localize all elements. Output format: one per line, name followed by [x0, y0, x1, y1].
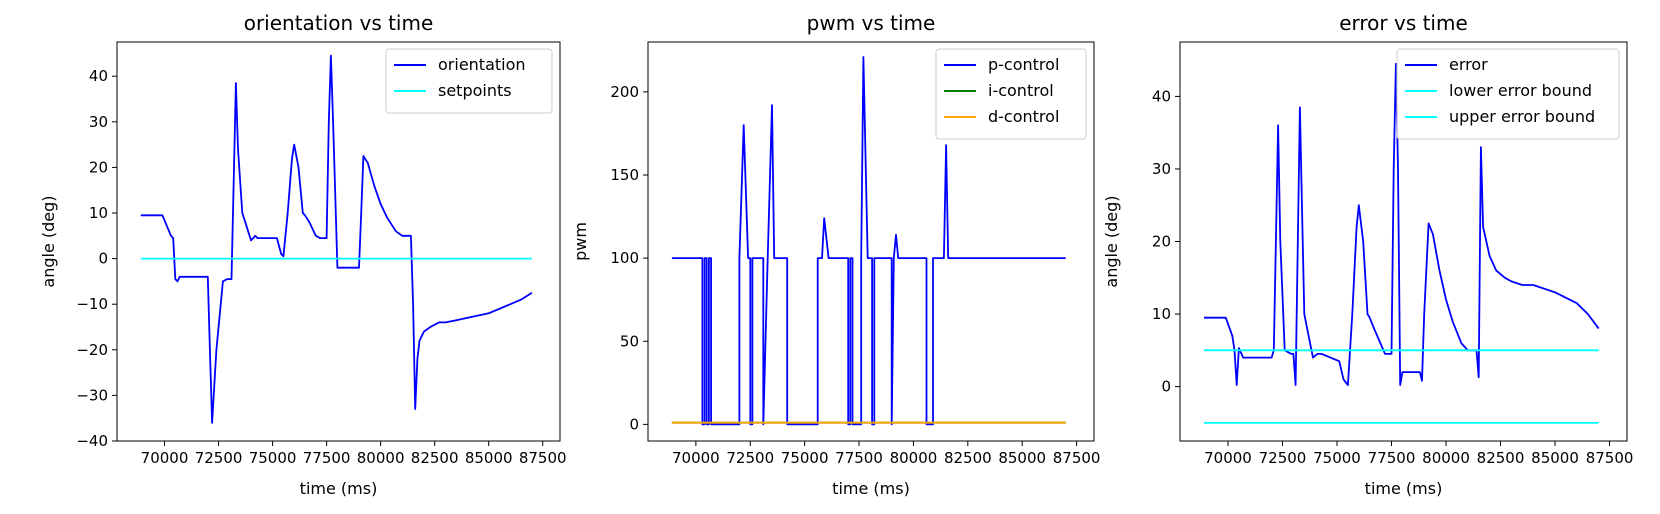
x-tick-label: 82500	[1477, 449, 1525, 467]
x-tick-label: 80000	[1422, 449, 1470, 467]
y-tick-label: 50	[620, 332, 639, 350]
chart-panel-3: error vs time 70000 72500 75000 77500 80000 82…	[1102, 11, 1633, 498]
x-axis-label: time (ms)	[300, 479, 378, 498]
legend-label: setpoints	[438, 81, 512, 100]
plot-frame	[647, 41, 1095, 442]
x-tick-label: 80000	[890, 449, 938, 467]
chart-title: pwm vs time	[807, 11, 936, 35]
y-tick-label: 10	[1152, 305, 1171, 323]
x-tick-label: 77500	[835, 449, 883, 467]
y-tick-label: −20	[76, 341, 108, 359]
y-tick-label: 150	[610, 166, 639, 184]
legend-box	[385, 48, 553, 114]
series-line-orientation	[140, 54, 533, 424]
y-axis-label: angle (deg)	[39, 195, 58, 287]
y-tick-label: −10	[76, 295, 108, 313]
chart-title: orientation vs time	[244, 11, 434, 35]
x-tick-label: 77500	[1368, 449, 1416, 467]
x-tick-label: 87500	[519, 449, 567, 467]
legend-label: lower error bound	[1449, 81, 1592, 100]
y-axis-label: pwm	[571, 222, 590, 261]
legend-label: error	[1449, 55, 1488, 74]
y-tick-label: 30	[1152, 160, 1171, 178]
x-tick-label: 72500	[1259, 449, 1307, 467]
legend-box	[1396, 48, 1620, 140]
y-tick-label: 20	[89, 158, 108, 176]
y-tick-label: 0	[98, 250, 108, 268]
x-tick-label: 70000	[141, 449, 189, 467]
chart-panel-1: orientation vs time 70000 72500 75000 77500 8…	[39, 11, 567, 498]
series-line-error	[1204, 62, 1600, 387]
plot-frame	[1179, 41, 1628, 442]
x-tick-label: 75000	[249, 449, 297, 467]
legend-label: p-control	[988, 55, 1059, 74]
x-tick-label: 87500	[1053, 449, 1101, 467]
legend-label: d-control	[988, 107, 1059, 126]
x-tick-label: 82500	[944, 449, 992, 467]
x-tick-label: 70000	[1204, 449, 1252, 467]
y-tick-label: −30	[76, 386, 108, 404]
legend: error lower error bound upper error bound	[1396, 48, 1620, 140]
legend: p-control i-control d-control	[935, 48, 1087, 140]
x-tick-label: 82500	[411, 449, 459, 467]
y-tick-label: 10	[89, 204, 108, 222]
x-tick-label: 77500	[303, 449, 351, 467]
y-axis-label: angle (deg)	[1102, 195, 1121, 287]
plot-frame	[116, 41, 561, 442]
x-axis-label: time (ms)	[1365, 479, 1443, 498]
x-tick-label: 85000	[465, 449, 513, 467]
legend: orientation setpoints	[385, 48, 553, 114]
y-tick-label: 0	[629, 415, 639, 433]
x-tick-label: 72500	[195, 449, 243, 467]
y-tick-label: 40	[89, 67, 108, 85]
x-tick-label: 85000	[1531, 449, 1579, 467]
chart-panel-2: pwm vs time 70000 72500 75000 77500 80000 8250…	[571, 11, 1100, 498]
legend-label: orientation	[438, 55, 526, 74]
x-tick-label: 75000	[1313, 449, 1361, 467]
x-tick-label: 85000	[998, 449, 1046, 467]
y-tick-label: 0	[1161, 378, 1171, 396]
x-tick-label: 80000	[357, 449, 405, 467]
y-tick-label: −40	[76, 432, 108, 450]
x-axis-label: time (ms)	[832, 479, 910, 498]
x-tick-label: 72500	[726, 449, 774, 467]
y-tick-label: 200	[610, 83, 639, 101]
x-tick-label: 70000	[672, 449, 720, 467]
chart-title: error vs time	[1339, 11, 1468, 35]
y-tick-label: 40	[1152, 87, 1171, 105]
series-line-p-control	[671, 56, 1066, 426]
legend-label: i-control	[988, 81, 1054, 100]
x-tick-label: 75000	[781, 449, 829, 467]
legend-label: upper error bound	[1449, 107, 1595, 126]
y-tick-label: 20	[1152, 233, 1171, 251]
y-tick-label: 100	[610, 249, 639, 267]
x-tick-label: 87500	[1586, 449, 1634, 467]
y-tick-label: 30	[89, 113, 108, 131]
